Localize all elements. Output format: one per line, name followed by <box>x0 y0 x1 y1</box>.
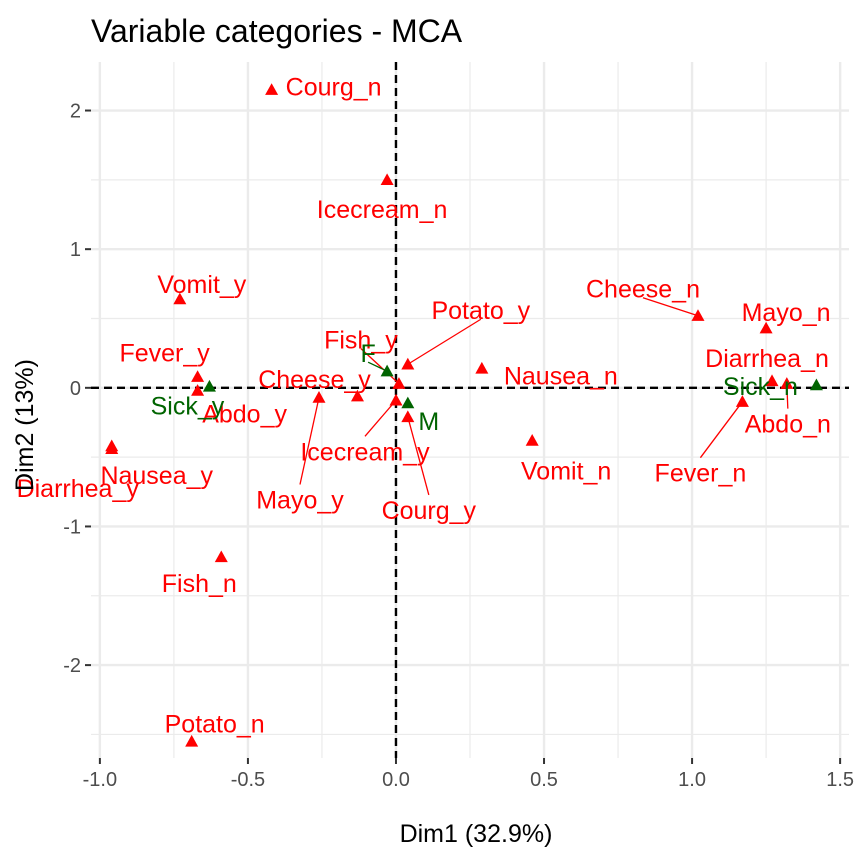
x-tick-label: 0.5 <box>530 769 558 791</box>
point-mayo-y <box>312 391 326 403</box>
point-diarrhea-n <box>765 374 779 387</box>
y-tick-label: -1 <box>63 516 81 538</box>
point-potato-n <box>185 734 199 747</box>
point-label-sick-y: Sick_y <box>151 392 225 420</box>
point-label-m: M <box>418 408 439 436</box>
point-abdo-n <box>780 377 794 389</box>
point-vomit-y <box>173 292 187 305</box>
point-label-icecream-y: Icecream_y <box>300 438 430 466</box>
x-axis: -1.0 -0.5 0.0 0.5 1.0 1.5 <box>83 758 854 791</box>
active-series: Courg_n Icecream_n Vomit_y Potato_y Fish_y Ch… <box>17 74 831 747</box>
point-label-abdo-y: Abdo_y <box>202 401 287 429</box>
point-label-fever-n: Fever_n <box>655 460 747 488</box>
point-mayo-n <box>759 321 773 334</box>
y-tick-label: -2 <box>63 655 81 677</box>
plot-panel: Courg_n Icecream_n Vomit_y Potato_y Fish_y Ch… <box>17 62 849 758</box>
y-tick-label: 1 <box>70 239 81 261</box>
y-tick-label: 0 <box>70 378 81 400</box>
x-axis-title: Dim1 (32.9%) <box>400 820 553 848</box>
x-tick-label: 1.0 <box>678 769 706 791</box>
y-axis-title: Dim2 (13%) <box>11 359 39 491</box>
chart-title: Variable categories - MCA <box>91 13 463 49</box>
point-vomit-n <box>525 434 539 446</box>
point-fever-n <box>735 395 749 407</box>
point-fish-y <box>392 377 406 389</box>
leader-line-fish-y <box>360 348 400 385</box>
point-label-courg-y: Courg_y <box>382 497 477 525</box>
point-label-mayo-y: Mayo_y <box>256 487 344 515</box>
y-tick-label: 2 <box>70 101 81 123</box>
point-label-vomit-n: Vomit_n <box>521 458 611 486</box>
point-icecream-n <box>380 173 394 186</box>
point-fish-n <box>214 550 228 563</box>
point-label-cheese-y: Cheese_y <box>258 366 371 394</box>
point-potato-y <box>401 357 415 370</box>
point-nausea-y <box>105 442 119 455</box>
leader-line-f <box>367 361 388 372</box>
point-sick-y <box>202 379 216 392</box>
point-label-potato-n: Potato_n <box>165 710 265 738</box>
x-tick-label: -1.0 <box>83 769 117 791</box>
point-label-sick-n: Sick_n <box>723 373 798 401</box>
point-label-icecream-n: Icecream_n <box>317 196 448 224</box>
point-label-mayo-n: Mayo_n <box>742 299 831 327</box>
point-courg-y <box>401 410 415 423</box>
point-label-fish-n: Fish_n <box>162 570 237 598</box>
point-label-cheese-n: Cheese_n <box>586 276 700 304</box>
point-sick-n <box>809 378 823 391</box>
point-label-courg-n: Courg_n <box>286 74 382 102</box>
leader-line-potato-y <box>407 318 482 365</box>
point-fever-y <box>191 370 205 382</box>
leader-line-icecream-y <box>364 399 397 437</box>
point-label-nausea-y: Nausea_y <box>100 462 213 490</box>
leader-line-cheese-n <box>642 297 699 317</box>
x-tick-label: -0.5 <box>231 769 265 791</box>
leader-line-mayo-y <box>299 397 320 485</box>
y-axis: -2 -1 0 1 2 <box>63 101 91 677</box>
point-icecream-y <box>389 393 403 406</box>
x-tick-label: 1.5 <box>826 769 854 791</box>
point-abdo-y <box>191 384 205 396</box>
point-label-diarrhea-y: Diarrhea_y <box>17 475 140 503</box>
leader-line-fever-n <box>699 401 743 459</box>
point-label-abdo-n: Abdo_n <box>745 411 831 439</box>
point-courg-n <box>265 83 279 95</box>
x-tick-label: 0.0 <box>382 769 410 791</box>
point-label-f: F <box>360 340 375 368</box>
point-nausea-n <box>475 361 489 374</box>
leader-line-courg-y <box>407 416 430 496</box>
point-label-vomit-y: Vomit_y <box>157 271 246 299</box>
point-label-potato-y: Potato_y <box>431 297 530 325</box>
point-cheese-n <box>691 309 705 321</box>
point-label-diarrhea-n: Diarrhea_n <box>705 345 829 373</box>
point-cheese-y <box>350 389 364 402</box>
supplementary-series: F M Sick_y Sick_n <box>151 340 823 436</box>
point-label-fever-y: Fever_y <box>119 340 210 368</box>
point-f <box>380 364 394 377</box>
point-m <box>401 396 415 409</box>
point-label-fish-y: Fish_y <box>324 327 398 355</box>
point-label-nausea-n: Nausea_n <box>504 362 618 390</box>
